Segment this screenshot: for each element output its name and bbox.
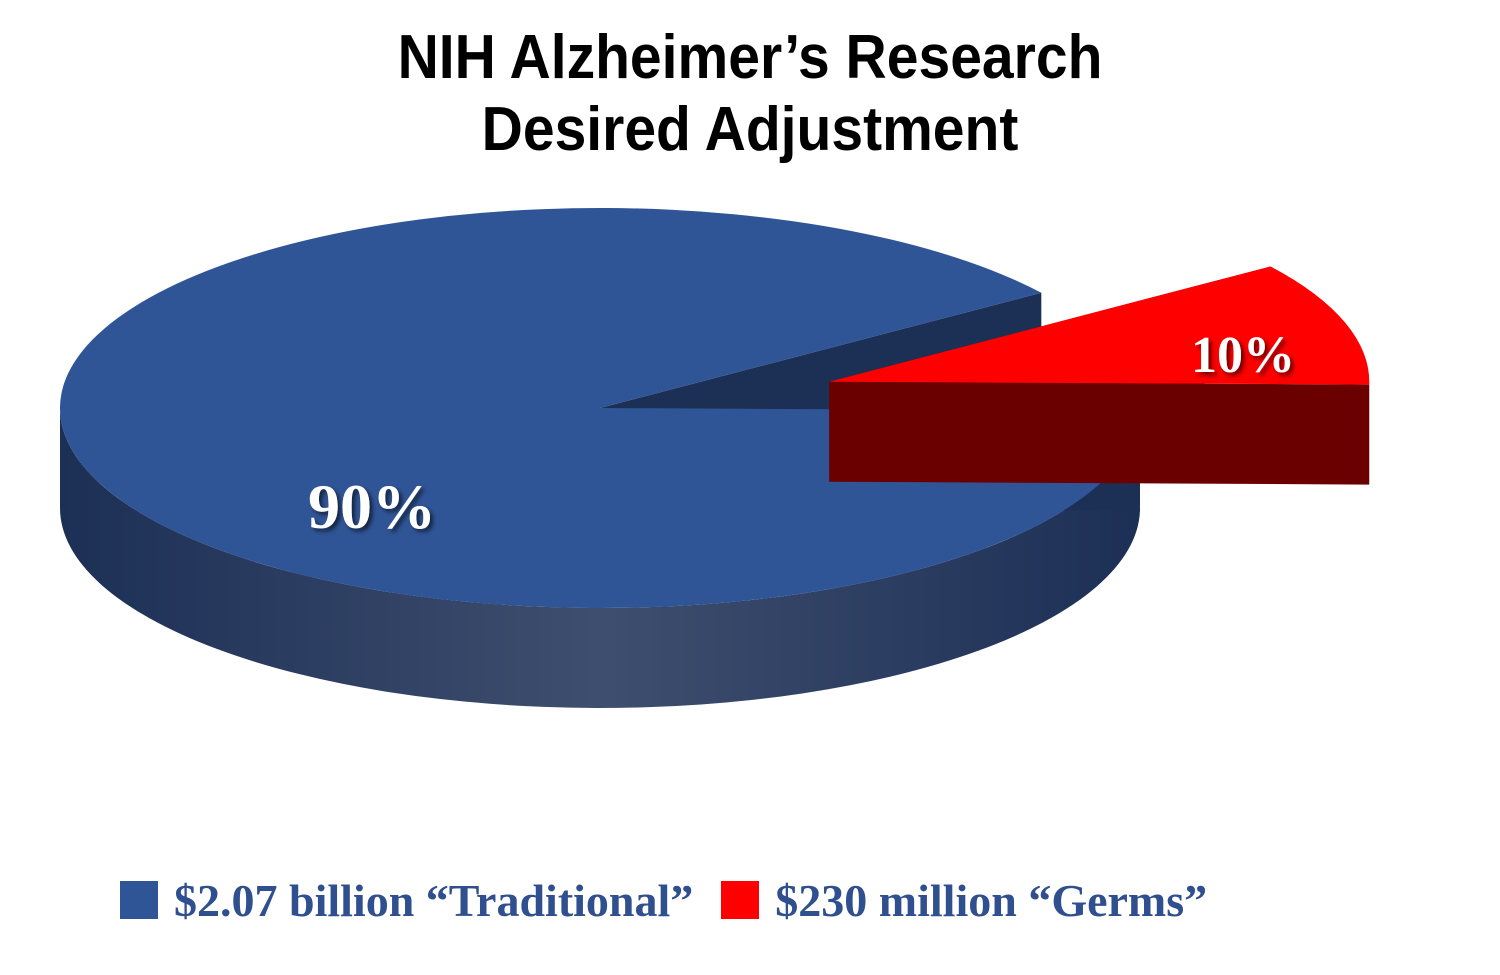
chart-title-line-1: NIH Alzheimer’s Research xyxy=(397,23,1103,92)
pie-slice-top-traditional xyxy=(60,208,1140,608)
slice-label-traditional: 90% xyxy=(308,471,436,542)
legend-label-germs: $230 million “Germs” xyxy=(775,874,1208,926)
pie-slice-side-traditional xyxy=(59,408,1140,709)
chart-title-line-2: Desired Adjustment xyxy=(481,95,1019,164)
legend: $2.07 billion “Traditional” $230 million… xyxy=(120,870,1420,930)
legend-item-germs: $230 million “Germs” xyxy=(721,874,1207,927)
legend-swatch-germs xyxy=(721,881,760,919)
legend-swatch-traditional xyxy=(120,881,158,919)
chart-title: NIH Alzheimer’s Research Desired Adjustm… xyxy=(60,22,1440,166)
legend-label-traditional: $2.07 billion “Traditional” xyxy=(174,874,694,926)
pie-slice-germs: 10% xyxy=(829,266,1370,485)
legend-item-traditional: $2.07 billion “Traditional” xyxy=(120,874,693,927)
slice-label-germs: 10% xyxy=(1191,327,1295,384)
pie-slice-top-germs xyxy=(829,266,1370,385)
pie-slice-traditional: 90% xyxy=(59,208,1140,709)
